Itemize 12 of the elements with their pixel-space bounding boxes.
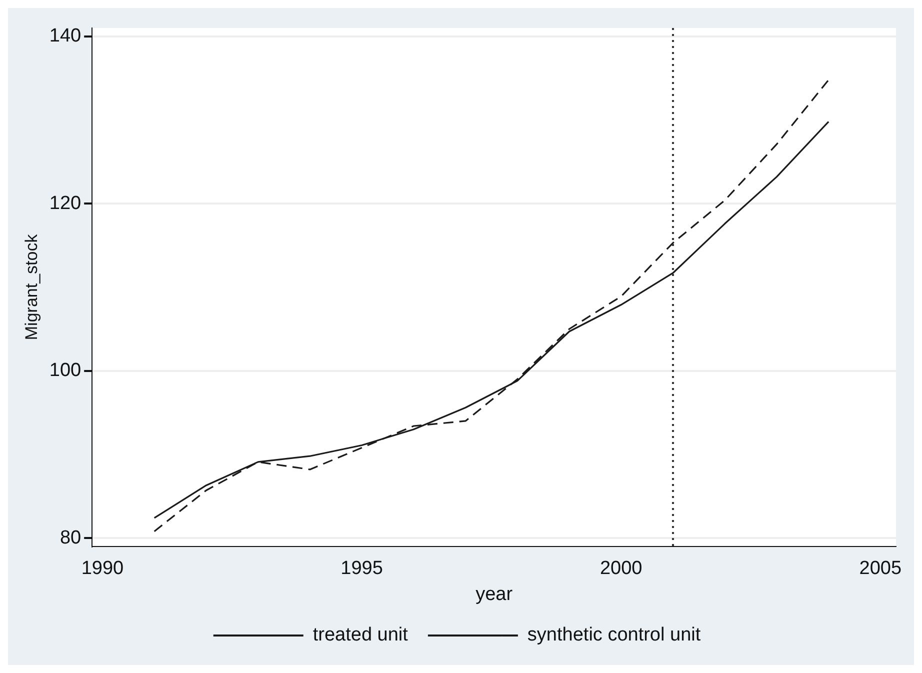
legend-label: synthetic control unit xyxy=(527,624,702,646)
y-tick-label: 80 xyxy=(60,527,82,548)
y-axis-title: Migrant_stock xyxy=(22,234,41,340)
x-tick-label: 1990 xyxy=(81,558,124,580)
y-tick-label: 120 xyxy=(49,192,82,214)
y-tick-label: 100 xyxy=(49,360,82,382)
x-axis-title: year xyxy=(476,584,514,605)
legend-label: treated unit xyxy=(312,624,409,646)
x-tick-label: 2000 xyxy=(600,558,642,580)
y-tick-label: 140 xyxy=(49,26,82,47)
x-tick-label: 2005 xyxy=(859,558,902,580)
x-tick-label: 1995 xyxy=(340,558,383,580)
